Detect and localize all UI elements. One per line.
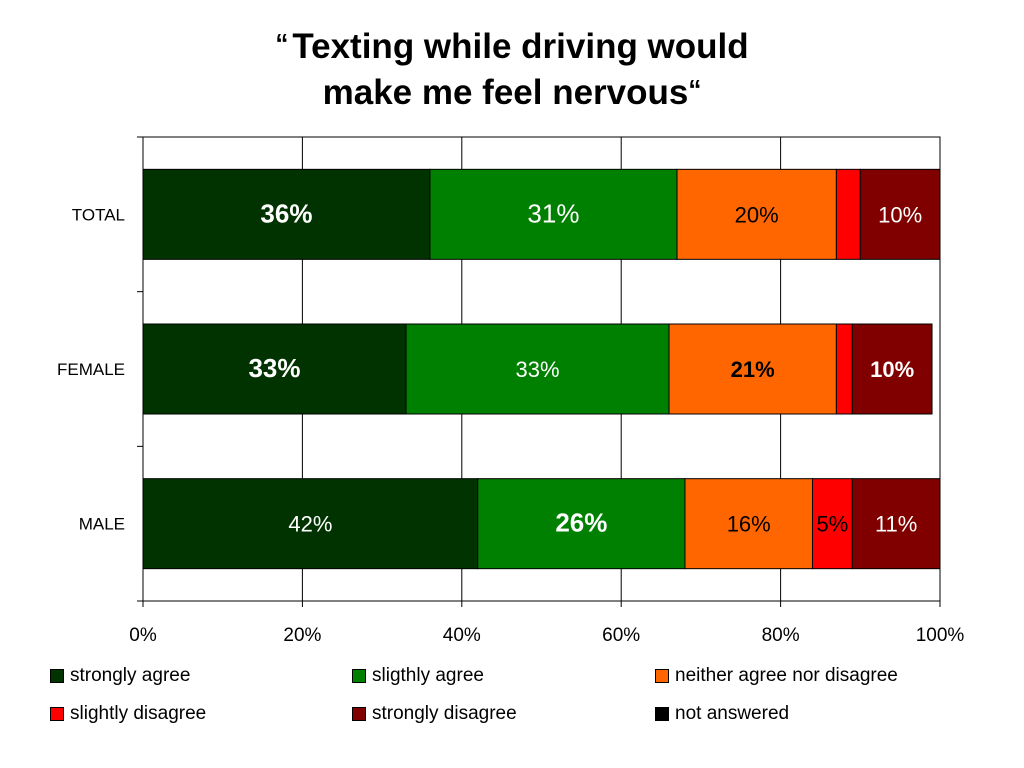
x-tick-label-2: 40% <box>443 625 481 646</box>
title-line2-text: make me feel nervous <box>322 73 689 112</box>
data-label-male-neither-agree-nor-disagree: 16% <box>727 512 771 537</box>
legend-item-strongly-disagree: strongly disagree <box>352 702 517 726</box>
bar-female-neither-agree-nor-disagree <box>668 323 837 415</box>
data-label-total-neither-agree-nor-disagree: 20% <box>735 202 779 227</box>
bar-female-slightly-disagree <box>835 323 853 415</box>
legend-item-not-answered: not answered <box>655 702 789 726</box>
bar-male-strongly-disagree <box>851 478 941 570</box>
bar-female-strongly-disagree <box>851 323 933 415</box>
legend-label: strongly disagree <box>372 703 517 724</box>
legend-swatch <box>655 707 669 721</box>
data-label-female-strongly-disagree: 10% <box>870 357 914 382</box>
y-tick-label-female: FEMALE <box>57 360 125 379</box>
x-tick-label-0: 0% <box>129 625 157 646</box>
bar-total-strongly-agree <box>142 168 431 260</box>
y-tick-label-total: TOTAL <box>72 205 125 224</box>
legend-swatch <box>50 669 64 683</box>
legend-label: neither agree nor disagree <box>675 665 898 686</box>
bar-male-sligthly-agree <box>477 478 686 570</box>
bar-total-strongly-disagree <box>859 168 941 260</box>
title-line1-text: Texting while driving would <box>292 27 749 66</box>
data-label-male-strongly-agree: 42% <box>288 512 332 537</box>
legend-label: not answered <box>675 703 790 724</box>
data-label-male-sligthly-agree: 26% <box>555 508 607 538</box>
legend-swatch <box>352 707 366 721</box>
bar-female-strongly-agree <box>142 323 407 415</box>
legend-item-slightly-disagree: slightly disagree <box>50 702 206 726</box>
legend-swatch <box>352 669 366 683</box>
title-open-quote: “ <box>275 28 289 58</box>
bar-total-neither-agree-nor-disagree <box>676 168 837 260</box>
data-label-female-strongly-agree: 33% <box>248 353 300 383</box>
data-label-total-strongly-disagree: 10% <box>878 202 922 227</box>
x-tick-label-1: 20% <box>283 625 321 646</box>
bar-male-slightly-disagree <box>811 478 853 570</box>
data-label-male-slightly-disagree: 5% <box>817 512 849 537</box>
bar-total-sligthly-agree <box>429 168 678 260</box>
chart-title: “Texting while driving would make me fee… <box>0 22 1024 114</box>
y-tick-label-male: MALE <box>79 515 125 534</box>
data-label-female-neither-agree-nor-disagree: 21% <box>731 357 775 382</box>
legend-label: strongly agree <box>70 665 191 686</box>
legend-label: slightly disagree <box>70 703 207 724</box>
data-label-female-sligthly-agree: 33% <box>515 357 559 382</box>
legend-item-neither-agree-nor-disagree: neither agree nor disagree <box>655 664 898 688</box>
legend-label: sligthly agree <box>372 665 484 686</box>
bar-male-neither-agree-nor-disagree <box>684 478 813 570</box>
x-tick-label-5: 100% <box>916 625 965 646</box>
bar-total-slightly-disagree <box>835 168 861 260</box>
chart-plot: 36% 31% 20% 10% TOTAL 33% 33% 21% 10% FEMALE 42% 26… <box>57 136 965 646</box>
data-label-total-sligthly-agree: 31% <box>527 198 579 228</box>
chart-legend: strongly agree sligthly agree neither agre… <box>50 664 1010 744</box>
x-tick-label-3: 60% <box>602 625 640 646</box>
bar-female-sligthly-agree <box>405 323 670 415</box>
legend-swatch <box>50 707 64 721</box>
legend-item-strongly-agree: strongly agree <box>50 664 190 688</box>
data-label-male-strongly-disagree: 11% <box>875 512 917 537</box>
title-close-quote: “ <box>688 74 702 104</box>
chart-title-line2: make me feel nervous“ <box>0 68 1024 114</box>
legend-item-sligthly-agree: sligthly agree <box>352 664 484 688</box>
legend-swatch <box>655 669 669 683</box>
data-label-total-strongly-agree: 36% <box>260 198 312 228</box>
x-tick-label-4: 80% <box>762 625 800 646</box>
chart-title-line1: “Texting while driving would <box>0 22 1024 68</box>
bar-male-strongly-agree <box>142 478 479 570</box>
